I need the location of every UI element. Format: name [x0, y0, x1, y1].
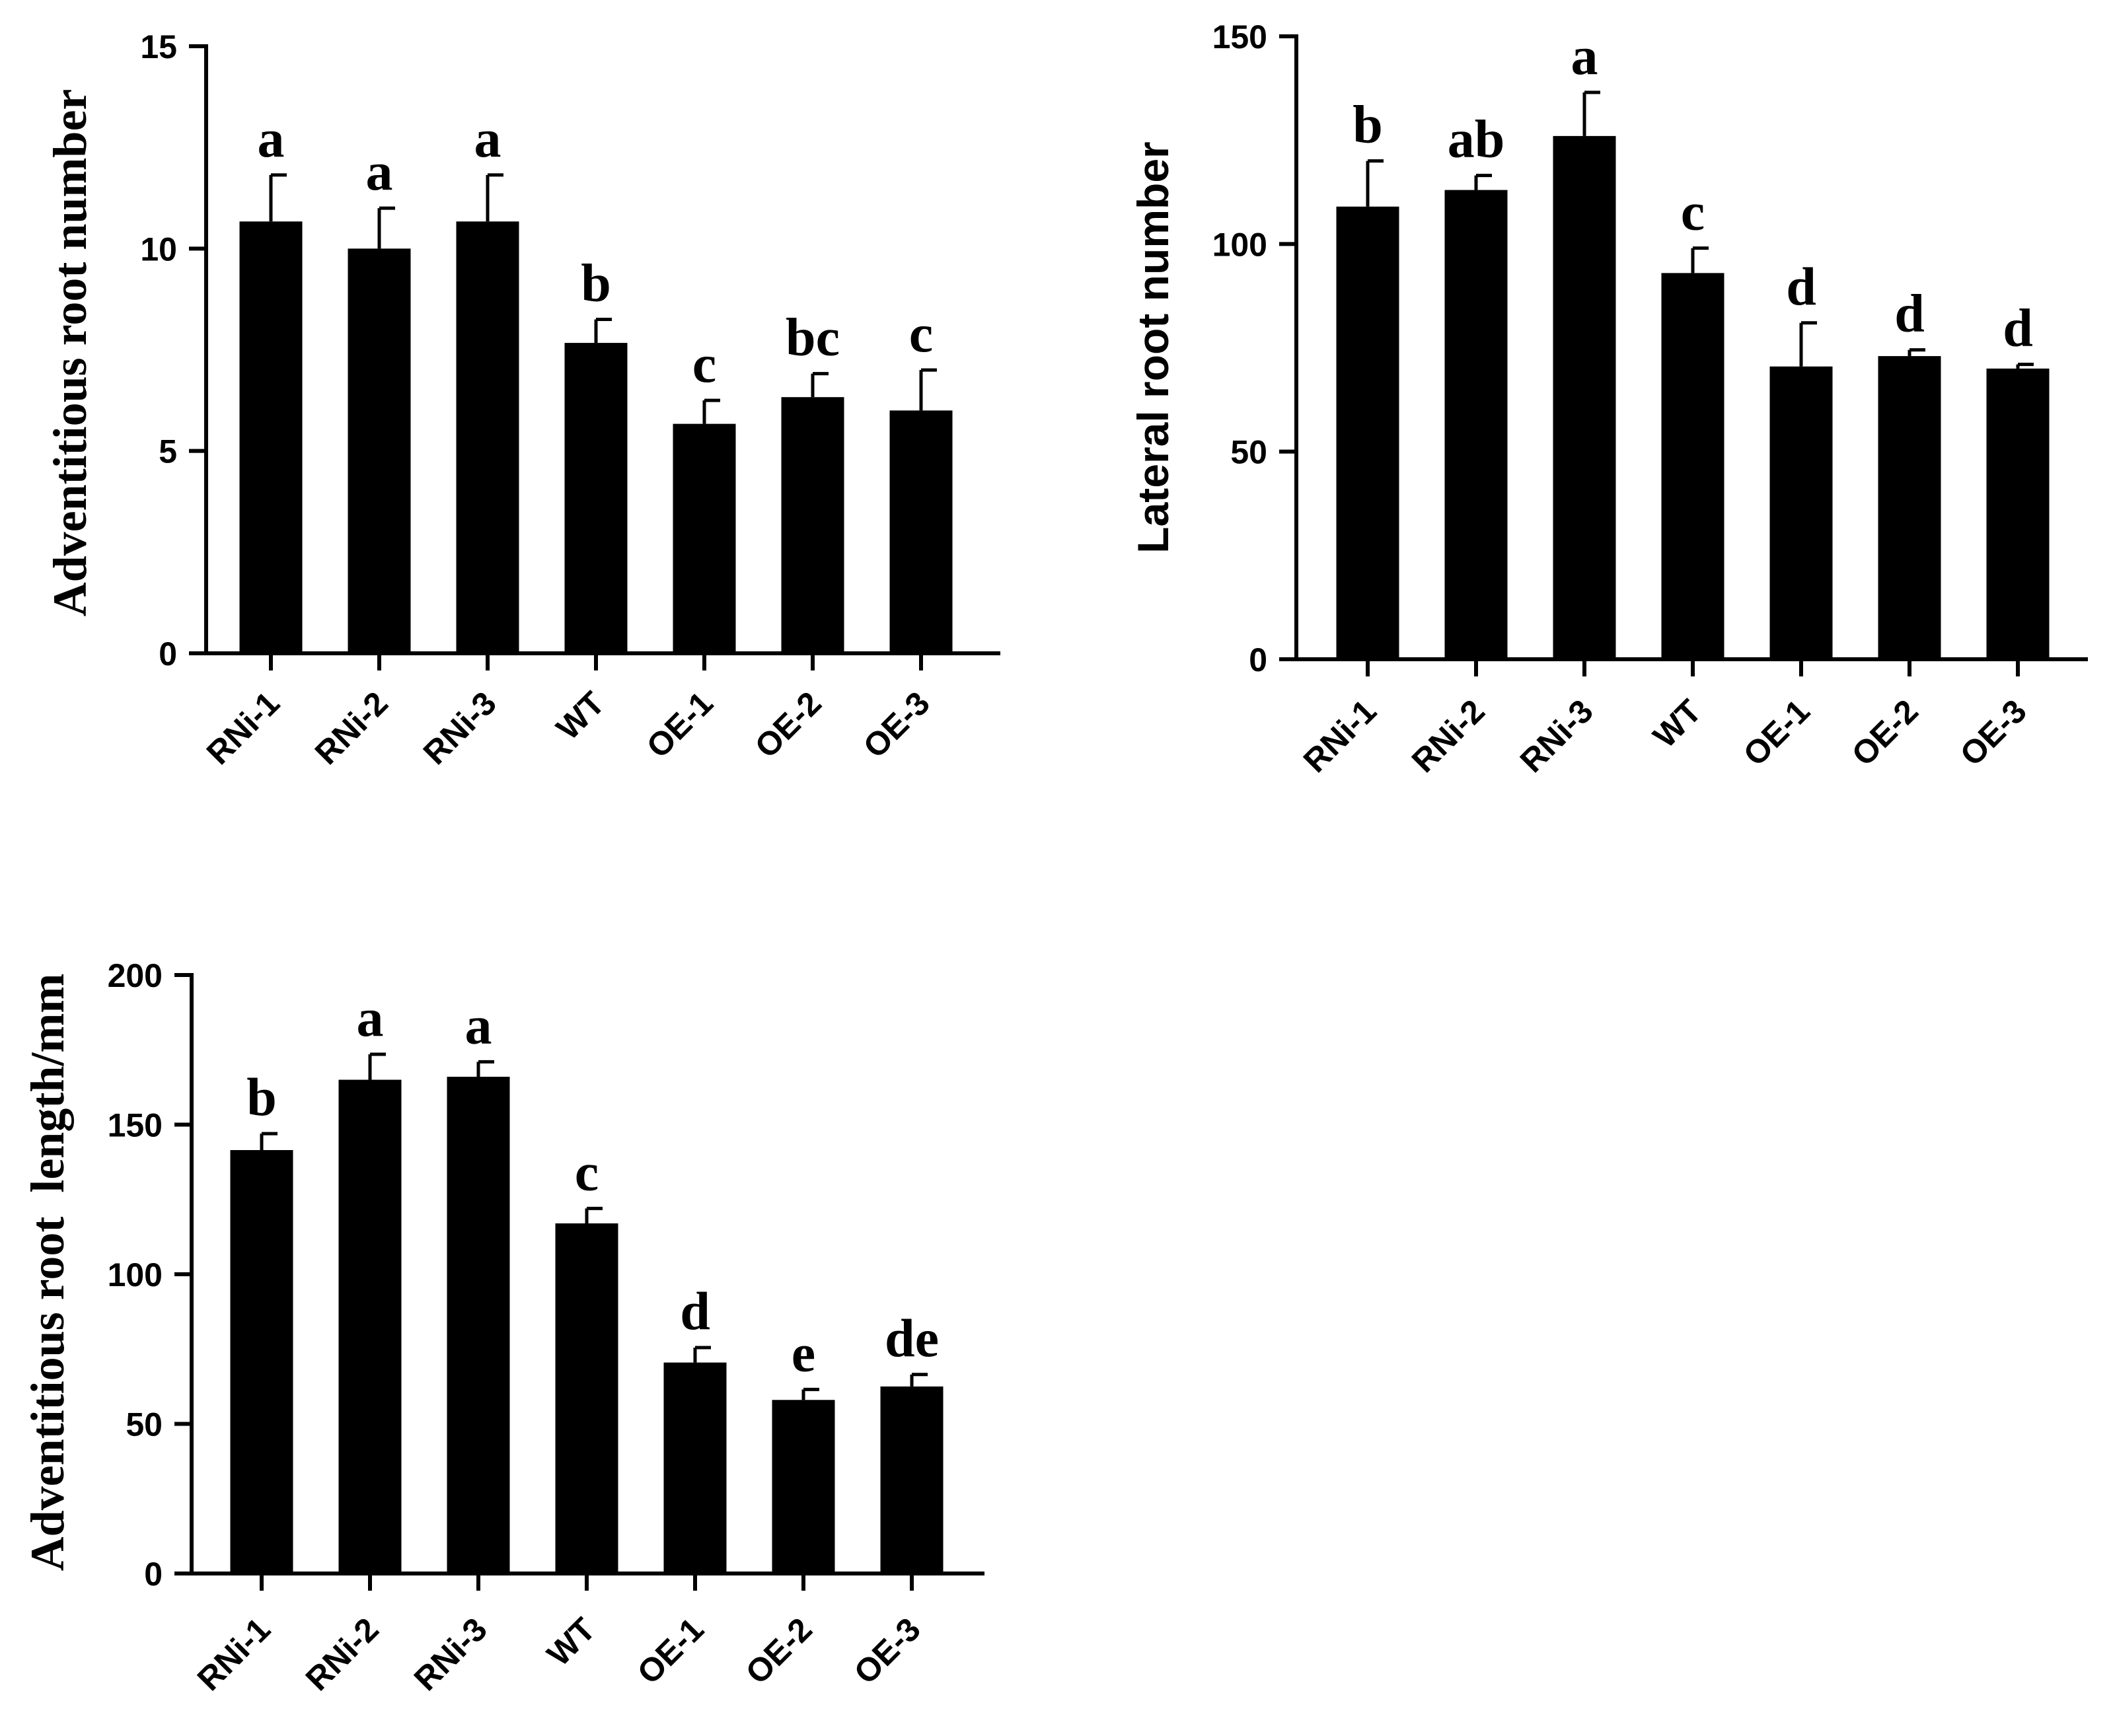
bar-rni-3 [447, 1077, 510, 1573]
significance-label-oe-3: c [909, 303, 933, 363]
bar-oe-1 [1769, 366, 1833, 659]
bar-wt [1661, 273, 1724, 660]
chart-panel-adventitious-root-number: 0 5 10 15 Adventitious root number a RNi-1 a RNi… [44, 28, 1000, 772]
x-tick-label-oe-1: OE-1 [640, 684, 720, 765]
y-axis-title: Lateral root number [1129, 141, 1177, 553]
significance-label-oe-2: e [792, 1322, 815, 1383]
x-tick-label-rni-1: RNi-1 [200, 684, 287, 772]
bar-rni-3 [456, 221, 519, 653]
x-tick-label-rni-3: RNi-3 [1513, 692, 1600, 779]
significance-label-rni-2: a [366, 141, 393, 201]
y-tick-label-50: 50 [1230, 434, 1267, 471]
y-tick-label-10: 10 [140, 231, 177, 268]
y-tick-label-15: 15 [140, 28, 177, 65]
x-tick-label-wt: WT [549, 684, 612, 747]
bar-rni-2 [1444, 190, 1508, 659]
bar-oe-3 [880, 1386, 944, 1573]
x-tick-label-oe-3: OE-3 [847, 1610, 928, 1691]
chart-panel-lateral-root-number: 0 50 100 150 Lateral root number b RNi-1 ab RNi-… [1129, 18, 2088, 779]
bar-oe-2 [1878, 356, 1941, 659]
x-tick-label-rni-2: RNi-2 [1405, 692, 1492, 779]
significance-label-wt: c [1681, 182, 1705, 242]
y-tick-label-50: 50 [126, 1406, 163, 1443]
bar-oe-3 [1986, 368, 2050, 659]
significance-label-rni-1: a [258, 108, 285, 168]
y-tick-label-150: 150 [1212, 18, 1267, 55]
y-tick-label-0: 0 [1249, 641, 1267, 678]
x-tick-label-oe-3: OE-3 [1953, 692, 2034, 773]
x-tick-label-oe-2: OE-2 [748, 684, 829, 765]
significance-label-oe-1: d [680, 1281, 710, 1341]
bar-rni-2 [348, 248, 411, 653]
bar-wt [564, 343, 628, 653]
bar-rni-1 [1336, 206, 1399, 660]
significance-label-oe-3: de [885, 1308, 939, 1368]
y-tick-label-0: 0 [144, 1556, 163, 1593]
significance-label-wt: b [581, 253, 611, 313]
chart-panel-adventitious-root-length: 0 50 100 150 200 Adventitious root length/mm b… [21, 957, 984, 1698]
x-tick-label-rni-1: RNi-1 [1296, 692, 1384, 779]
y-tick-label-0: 0 [159, 635, 177, 672]
x-tick-label-rni-3: RNi-3 [416, 684, 503, 772]
significance-label-oe-1: d [1786, 256, 1816, 316]
y-tick-label-100: 100 [1212, 226, 1267, 263]
x-tick-label-oe-1: OE-1 [1736, 692, 1817, 773]
significance-label-wt: c [575, 1141, 599, 1202]
y-tick-label-100: 100 [108, 1256, 163, 1293]
significance-label-rni-1: b [246, 1067, 277, 1127]
y-axis-title: Adventitious root number [44, 89, 96, 617]
y-tick-label-5: 5 [159, 433, 177, 470]
significance-label-rni-1: b [1353, 94, 1383, 155]
bar-rni-1 [239, 221, 303, 653]
significance-label-rni-3: a [1571, 26, 1598, 86]
significance-label-oe-2: bc [786, 307, 840, 367]
y-axis-title: Adventitious root length/mm [21, 974, 74, 1572]
x-tick-label-rni-2: RNi-2 [299, 1610, 386, 1698]
x-tick-label-oe-3: OE-3 [856, 684, 937, 765]
significance-label-rni-3: a [465, 995, 492, 1055]
x-tick-label-rni-3: RNi-3 [407, 1610, 494, 1698]
bar-oe-1 [673, 423, 736, 653]
significance-label-oe-1: c [692, 334, 716, 394]
bar-rni-3 [1553, 135, 1616, 659]
x-tick-label-wt: WT [540, 1610, 603, 1673]
x-tick-label-rni-2: RNi-2 [308, 684, 395, 772]
bar-oe-2 [781, 397, 844, 653]
bar-oe-1 [663, 1362, 727, 1573]
bar-oe-2 [772, 1400, 835, 1573]
y-tick-label-200: 200 [108, 957, 163, 994]
significance-label-rni-2: a [357, 988, 384, 1048]
bar-wt [555, 1223, 618, 1573]
significance-label-rni-3: a [474, 108, 501, 168]
x-tick-label-wt: WT [1646, 692, 1709, 755]
x-tick-label-oe-2: OE-2 [739, 1610, 819, 1691]
bar-oe-3 [889, 410, 953, 653]
x-tick-label-oe-1: OE-1 [630, 1610, 711, 1691]
significance-label-oe-2: d [1894, 283, 1925, 344]
x-tick-label-oe-2: OE-2 [1845, 692, 1925, 773]
bar-rni-1 [230, 1150, 293, 1573]
x-tick-label-rni-1: RNi-1 [190, 1610, 278, 1698]
y-tick-label-150: 150 [108, 1107, 163, 1144]
significance-label-rni-2: ab [1448, 109, 1505, 169]
bar-rni-2 [338, 1079, 402, 1573]
significance-label-oe-3: d [2003, 298, 2033, 358]
